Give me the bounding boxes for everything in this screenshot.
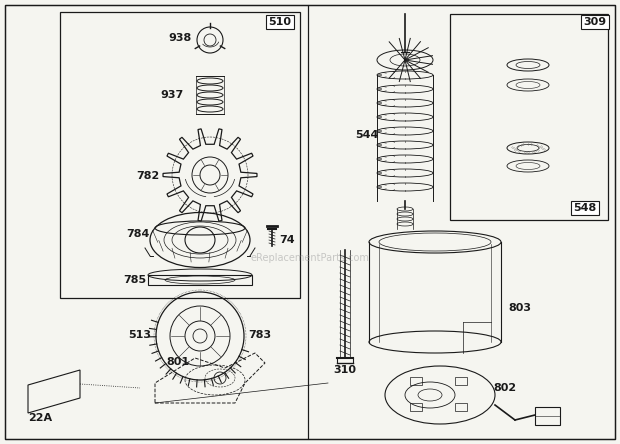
- Text: 513: 513: [128, 330, 151, 340]
- Text: 785: 785: [123, 275, 146, 285]
- Text: 74: 74: [279, 235, 295, 245]
- Text: 310: 310: [334, 365, 356, 375]
- Text: 548: 548: [574, 203, 596, 213]
- Text: 938: 938: [169, 33, 192, 43]
- Text: 309: 309: [583, 17, 606, 27]
- Text: 782: 782: [136, 171, 159, 181]
- Text: 801: 801: [166, 357, 190, 367]
- Text: 803: 803: [508, 303, 531, 313]
- Text: 802: 802: [494, 383, 516, 393]
- Text: 22A: 22A: [28, 413, 52, 423]
- Text: 783: 783: [249, 330, 272, 340]
- Text: 544: 544: [355, 130, 379, 140]
- Text: eReplacementParts.com: eReplacementParts.com: [250, 253, 370, 263]
- Text: 510: 510: [268, 17, 291, 27]
- Text: 937: 937: [161, 90, 184, 100]
- Text: 784: 784: [126, 229, 149, 239]
